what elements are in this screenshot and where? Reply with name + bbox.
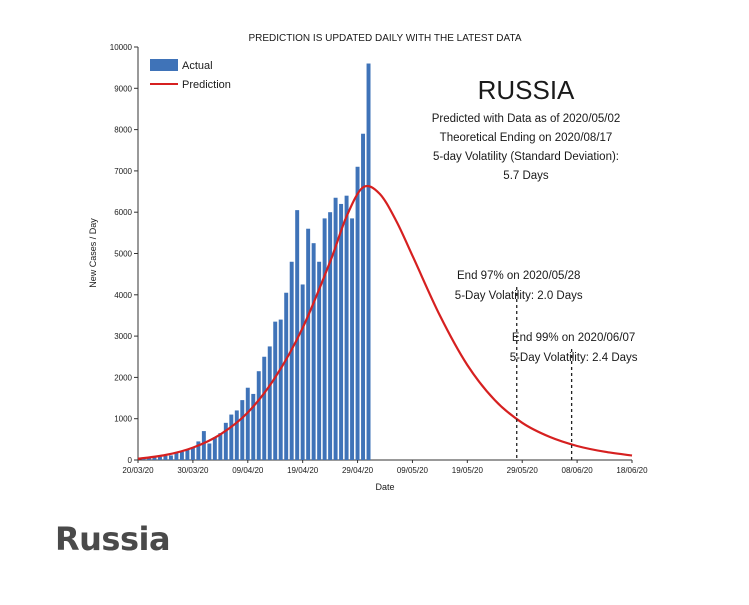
bar-actual (295, 210, 300, 460)
bar-actual (328, 212, 333, 460)
bar-actual (322, 218, 327, 460)
chart-title: RUSSIA (478, 75, 575, 105)
bar-actual (229, 414, 234, 460)
x-axis-label: Date (375, 482, 394, 492)
top-note: PREDICTION IS UPDATED DAILY WITH THE LAT… (248, 33, 521, 44)
bar-actual (344, 195, 349, 460)
info-line: Theoretical Ending on 2020/08/17 (440, 132, 613, 144)
y-axis-label: New Cases / Day (88, 218, 98, 288)
bar-actual (190, 447, 195, 460)
x-tick-label: 29/04/20 (342, 466, 374, 475)
info-line: 5-day Volatility (Standard Deviation): (433, 151, 619, 163)
bar-actual (174, 452, 179, 460)
y-tick-label: 1000 (114, 415, 132, 424)
bar-actual (284, 292, 289, 460)
bar-actual (317, 261, 322, 460)
annotation-label: End 97% on 2020/05/28 (457, 270, 580, 282)
page-heading: Russia (55, 520, 171, 558)
bar-actual (273, 321, 278, 460)
bar-actual (185, 449, 190, 460)
prediction-curve (137, 184, 633, 460)
y-tick-label: 10000 (110, 43, 133, 52)
bar-actual (147, 457, 151, 460)
bar-actual (289, 261, 294, 460)
x-tick-label: 09/05/20 (397, 466, 429, 475)
y-tick-label: 3000 (114, 332, 132, 341)
bar-actual (311, 243, 316, 460)
bar-actual (355, 166, 360, 460)
x-tick-label: 19/05/20 (452, 466, 484, 475)
y-tick-label: 5000 (114, 250, 132, 259)
bar-actual (350, 218, 355, 460)
bar-actual (201, 431, 206, 460)
x-tick-label: 19/04/20 (287, 466, 319, 475)
bar-actual (256, 371, 261, 460)
bar-actual (234, 410, 239, 460)
bar-actual (212, 437, 217, 460)
bar-actual (361, 133, 366, 461)
bar-actual (339, 203, 344, 460)
chart-container: PREDICTION IS UPDATED DAILY WITH THE LAT… (88, 33, 648, 492)
bar-actual (333, 197, 338, 460)
bar-actual (196, 441, 201, 460)
bar-actual (262, 356, 267, 460)
info-line: 5.7 Days (503, 170, 549, 182)
legend-swatch-actual (150, 59, 178, 71)
annotation-label: End 99% on 2020/06/07 (512, 332, 635, 344)
bar-actual (366, 63, 371, 461)
bar-actual (223, 422, 228, 460)
bar-actual (179, 451, 184, 460)
bar-actual (163, 455, 168, 460)
y-tick-label: 4000 (114, 291, 132, 300)
bar-actual (300, 284, 305, 460)
x-tick-label: 18/06/20 (616, 466, 648, 475)
bar-actual (168, 455, 173, 460)
bar-actual (306, 228, 311, 460)
bar-actual (157, 456, 162, 460)
x-tick-label: 09/04/20 (232, 466, 264, 475)
bar-actual (278, 319, 283, 460)
x-tick-label: 29/05/20 (507, 466, 539, 475)
bar-actual (240, 400, 245, 460)
x-tick-label: 30/03/20 (177, 466, 209, 475)
info-line: Predicted with Data as of 2020/05/02 (432, 113, 621, 125)
bar-actual (245, 387, 250, 460)
legend-label-actual: Actual (182, 60, 213, 72)
bar-actual (267, 346, 272, 460)
y-tick-label: 7000 (114, 167, 132, 176)
x-tick-label: 20/03/20 (122, 466, 154, 475)
y-tick-label: 6000 (114, 208, 132, 217)
y-tick-label: 0 (128, 456, 133, 465)
annotation-label: 5-Day Volatility: 2.4 Days (510, 352, 638, 364)
y-tick-label: 8000 (114, 126, 132, 135)
bar-actual (152, 457, 157, 460)
y-tick-label: 2000 (114, 373, 132, 382)
legend-label-prediction: Prediction (182, 79, 231, 91)
russia-prediction-chart: PREDICTION IS UPDATED DAILY WITH THE LAT… (88, 33, 648, 492)
bar-actual (251, 393, 256, 460)
bar-actual (218, 433, 223, 460)
bar-actual (207, 443, 212, 460)
y-tick-label: 9000 (114, 84, 132, 93)
annotation-label: 5-Day Volatility: 2.0 Days (455, 290, 583, 302)
x-tick-label: 08/06/20 (562, 466, 594, 475)
